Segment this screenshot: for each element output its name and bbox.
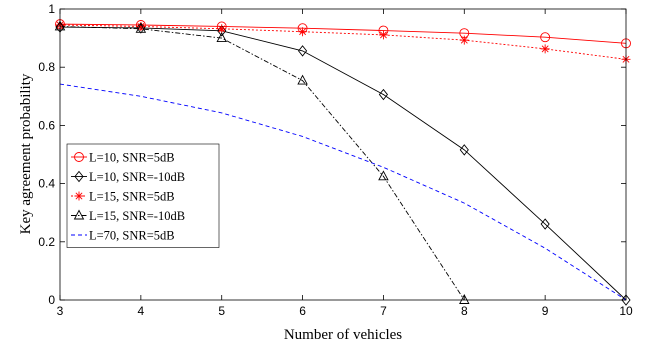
series-line-1 <box>59 23 627 44</box>
plot-markers <box>54 19 631 306</box>
y-tick-label-3: 0.4 <box>38 177 55 191</box>
y-tick-label-4: 0.6 <box>38 118 55 132</box>
data-point-s4-2 <box>135 22 147 33</box>
x-tick-label-5: 7 <box>380 304 387 318</box>
legend-box <box>66 143 220 248</box>
y-tick-label-6: 1 <box>48 2 55 16</box>
tick-labels: 3 4 5 6 7 8 9 10 0 0.2 0.4 0.6 0.8 1 <box>38 2 633 318</box>
data-point-s2-8 <box>621 294 631 306</box>
legend-label-4: L=15, SNR=-10dB <box>89 209 185 223</box>
data-point-s2-4 <box>297 45 308 57</box>
data-point-s2-5 <box>378 88 389 101</box>
data-point-s1-7 <box>540 32 551 43</box>
legend-label-3: L=15, SNR=5dB <box>89 190 175 204</box>
axes-box <box>59 8 627 301</box>
plot-lines <box>59 23 627 301</box>
x-tick-label-1: 3 <box>57 304 64 318</box>
legend-marker-1 <box>74 152 84 162</box>
y-axis-title: Key agreement probability <box>18 73 34 234</box>
x-axis-title: Number of vehicles <box>284 327 402 343</box>
data-point-s3-3 <box>217 24 227 34</box>
data-point-s3-5 <box>378 30 388 40</box>
data-point-s3-6 <box>459 35 469 45</box>
y-tick-label-5: 0.8 <box>38 60 55 74</box>
data-point-s4-4 <box>297 74 308 85</box>
data-point-s2-7 <box>540 218 550 230</box>
axes <box>59 8 627 301</box>
legend-label-2: L=10, SNR=-10dB <box>89 170 185 184</box>
legend-marker-3 <box>74 191 84 201</box>
x-tick-label-7: 9 <box>542 304 549 318</box>
x-tick-label-6: 8 <box>461 304 468 318</box>
x-tick-label-3: 5 <box>218 304 225 318</box>
data-point-s4-3 <box>216 32 227 43</box>
data-point-s2-6 <box>459 144 469 156</box>
x-tick-label-8: 10 <box>619 304 633 318</box>
legend-marker-2 <box>74 170 84 183</box>
data-point-s3-7 <box>540 44 550 54</box>
data-point-s4-6 <box>459 294 470 304</box>
series-line-5 <box>59 83 627 301</box>
series-line-4 <box>59 26 465 301</box>
data-point-s3-4 <box>298 27 308 37</box>
legend-marker-4 <box>73 209 85 220</box>
legend-label-1: L=10, SNR=5dB <box>89 151 175 165</box>
data-point-s3-2 <box>136 21 146 31</box>
y-tick-label-2: 0.2 <box>38 235 55 249</box>
legend-label-5: L=70, SNR=5dB <box>89 229 175 243</box>
x-tick-label-2: 4 <box>138 304 145 318</box>
data-point-s4-5 <box>378 170 389 181</box>
y-tick-label-1: 0 <box>48 293 55 307</box>
legend: L=10, SNR=5dB L=10, SNR=-10dB L=15, SNR=5d… <box>66 143 220 248</box>
series-line-2 <box>59 26 627 301</box>
series-line-3 <box>59 24 627 60</box>
x-tick-label-4: 6 <box>299 304 306 318</box>
